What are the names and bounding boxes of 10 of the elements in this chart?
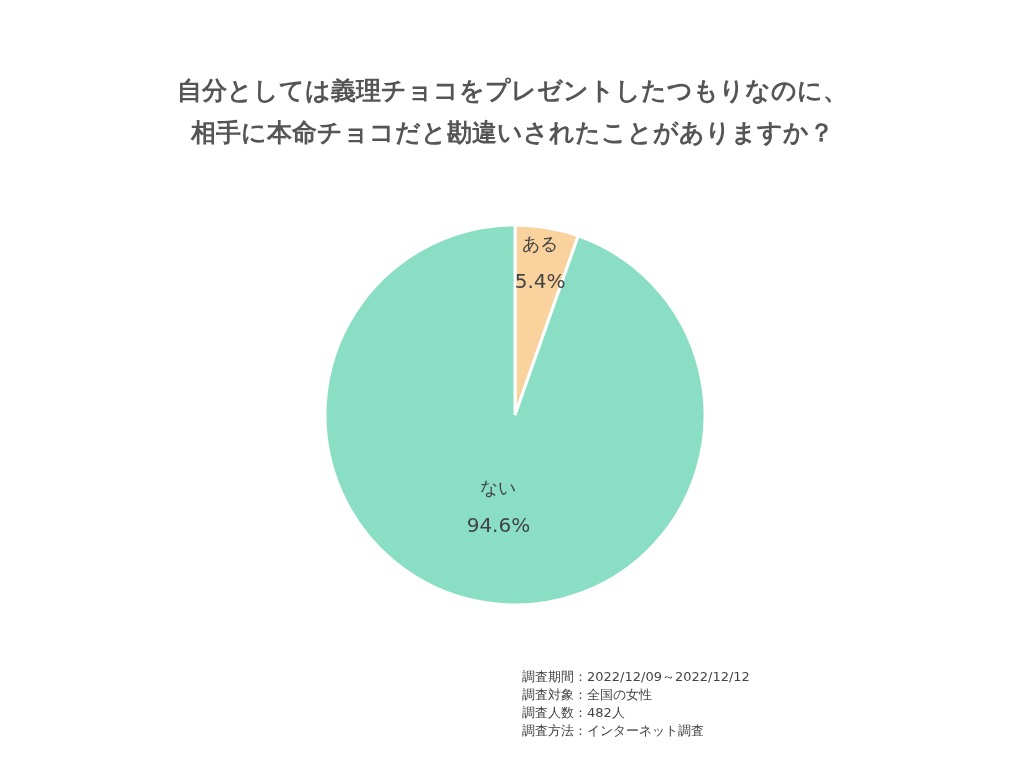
text: 調査方法：インターネット調査: [522, 722, 705, 740]
slice-label: ある: [522, 233, 559, 255]
text: 調査対象：全国の女性: [522, 686, 653, 704]
pie-slice: [323, 223, 707, 607]
text: 調査期間：2022/12/09～2022/12/12: [522, 668, 750, 686]
chart-title: 自分としては義理チョコをプレゼントしたつもりなのに、相手に本命チョコだと勘違いされたことがありますか？: [176, 75, 848, 149]
data-label: 94.6%: [466, 512, 531, 537]
text: 調査人数：482人: [522, 704, 626, 722]
data-label: 5.4%: [514, 269, 566, 294]
slice-label: ない: [480, 476, 517, 498]
